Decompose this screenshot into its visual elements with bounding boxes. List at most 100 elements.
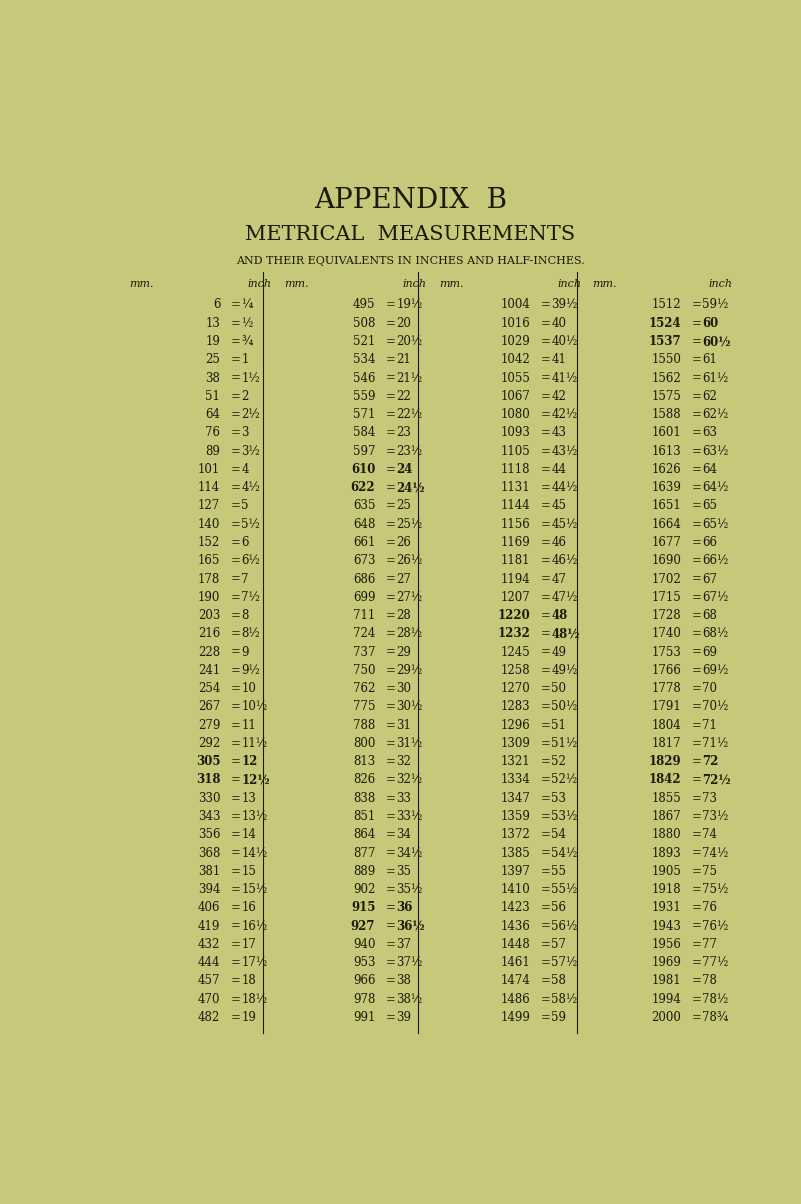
Text: 26½: 26½: [396, 554, 422, 567]
Text: 74½: 74½: [702, 846, 729, 860]
Text: 1309: 1309: [501, 737, 530, 750]
Text: 241: 241: [198, 663, 220, 677]
Text: 38: 38: [205, 372, 220, 384]
Text: =: =: [231, 701, 240, 714]
Text: =: =: [231, 317, 240, 330]
Text: 47½: 47½: [551, 591, 578, 603]
Text: 66: 66: [702, 536, 718, 549]
Text: 750: 750: [352, 663, 375, 677]
Text: 23½: 23½: [396, 444, 422, 458]
Text: =: =: [385, 462, 395, 476]
Text: 432: 432: [198, 938, 220, 951]
Text: =: =: [691, 500, 702, 513]
Text: 343: 343: [198, 810, 220, 824]
Text: 21½: 21½: [396, 372, 422, 384]
Text: =: =: [691, 591, 702, 603]
Text: 13½: 13½: [241, 810, 268, 824]
Text: =: =: [231, 938, 240, 951]
Text: =: =: [541, 372, 550, 384]
Text: =: =: [691, 828, 702, 842]
Text: =: =: [231, 663, 240, 677]
Text: 610: 610: [351, 462, 375, 476]
Text: 30½: 30½: [396, 701, 423, 714]
Text: =: =: [541, 627, 550, 641]
Text: =: =: [231, 920, 240, 933]
Text: 1181: 1181: [501, 554, 530, 567]
Text: 52: 52: [551, 755, 566, 768]
Text: 11: 11: [241, 719, 256, 732]
Text: 21: 21: [396, 353, 411, 366]
Text: 36½: 36½: [396, 920, 425, 933]
Text: 838: 838: [353, 792, 375, 804]
Text: 419: 419: [198, 920, 220, 933]
Text: =: =: [231, 353, 240, 366]
Text: 1804: 1804: [652, 719, 682, 732]
Text: 190: 190: [198, 591, 220, 603]
Text: 69½: 69½: [702, 663, 729, 677]
Text: =: =: [541, 335, 550, 348]
Text: 584: 584: [353, 426, 375, 439]
Text: 318: 318: [195, 773, 220, 786]
Text: 66½: 66½: [702, 554, 729, 567]
Text: 101: 101: [198, 462, 220, 476]
Text: =: =: [541, 317, 550, 330]
Text: 48½: 48½: [551, 627, 580, 641]
Text: =: =: [691, 846, 702, 860]
Text: =: =: [385, 627, 395, 641]
Text: 69: 69: [702, 645, 718, 659]
Text: 9: 9: [241, 645, 248, 659]
Text: =: =: [231, 462, 240, 476]
Text: 72½: 72½: [702, 773, 731, 786]
Text: =: =: [385, 828, 395, 842]
Text: =: =: [231, 573, 240, 585]
Text: 1474: 1474: [501, 974, 530, 987]
Text: 305: 305: [195, 755, 220, 768]
Text: 1004: 1004: [501, 299, 530, 312]
Text: =: =: [691, 408, 702, 421]
Text: 77½: 77½: [702, 956, 729, 969]
Text: =: =: [691, 683, 702, 695]
Text: =: =: [691, 883, 702, 896]
Text: 1512: 1512: [652, 299, 682, 312]
Text: 1258: 1258: [501, 663, 530, 677]
Text: 57½: 57½: [551, 956, 578, 969]
Text: =: =: [541, 902, 550, 914]
Text: =: =: [541, 536, 550, 549]
Text: =: =: [231, 992, 240, 1005]
Text: =: =: [385, 683, 395, 695]
Text: 851: 851: [353, 810, 375, 824]
Text: 1867: 1867: [652, 810, 682, 824]
Text: 44: 44: [551, 462, 566, 476]
Text: =: =: [691, 462, 702, 476]
Text: =: =: [385, 518, 395, 531]
Text: 8: 8: [241, 609, 248, 622]
Text: 34½: 34½: [396, 846, 423, 860]
Text: =: =: [541, 828, 550, 842]
Text: 953: 953: [352, 956, 375, 969]
Text: 1283: 1283: [501, 701, 530, 714]
Text: 29½: 29½: [396, 663, 422, 677]
Text: 63½: 63½: [702, 444, 729, 458]
Text: =: =: [385, 426, 395, 439]
Text: 1893: 1893: [652, 846, 682, 860]
Text: 4: 4: [241, 462, 248, 476]
Text: 1093: 1093: [501, 426, 530, 439]
Text: AND THEIR EQUIVALENTS IN INCHES AND HALF-INCHES.: AND THEIR EQUIVALENTS IN INCHES AND HALF…: [236, 256, 585, 266]
Text: 40: 40: [551, 317, 566, 330]
Text: 406: 406: [198, 902, 220, 914]
Text: 508: 508: [353, 317, 375, 330]
Text: 62: 62: [702, 390, 717, 403]
Text: 31½: 31½: [396, 737, 422, 750]
Text: 1664: 1664: [651, 518, 682, 531]
Text: =: =: [541, 920, 550, 933]
Text: =: =: [541, 755, 550, 768]
Text: 1347: 1347: [501, 792, 530, 804]
Text: =: =: [385, 390, 395, 403]
Text: =: =: [231, 444, 240, 458]
Text: =: =: [691, 992, 702, 1005]
Text: =: =: [385, 864, 395, 878]
Text: 622: 622: [351, 482, 375, 494]
Text: 26: 26: [396, 536, 411, 549]
Text: 775: 775: [352, 701, 375, 714]
Text: 1: 1: [241, 353, 248, 366]
